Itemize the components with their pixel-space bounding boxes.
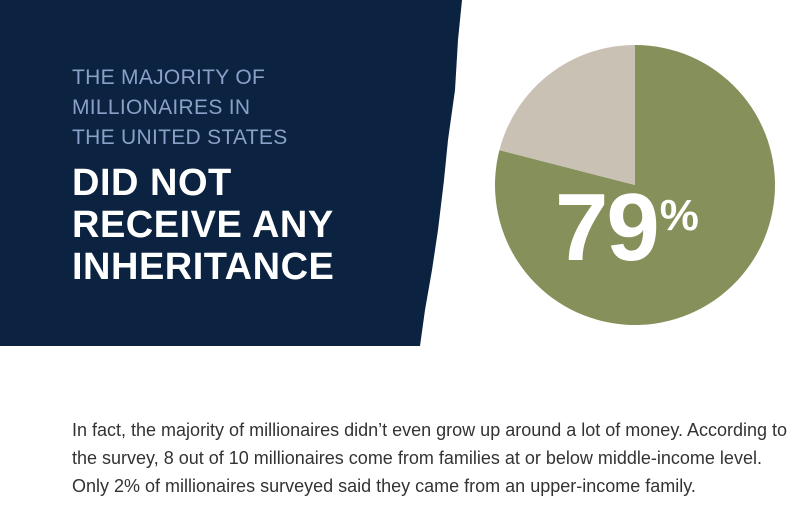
headline-line: RECEIVE ANY	[72, 204, 334, 246]
percent-value: 79	[555, 174, 660, 281]
percent-sign: %	[659, 191, 699, 240]
pie-percent-label: 79 %	[555, 180, 699, 276]
pie-chart	[495, 45, 775, 326]
subheading-line: THE UNITED STATES	[72, 126, 288, 149]
pie-slice-no-inheritance	[495, 45, 775, 326]
pie-slice-other	[499, 45, 635, 185]
subheading: THE MAJORITY OF MILLIONAIRES IN THE UNIT…	[72, 63, 412, 153]
headline-line: INHERITANCE	[72, 246, 335, 288]
body-paragraph: In fact, the majority of millionaires di…	[72, 420, 788, 496]
banner-background	[0, 0, 462, 346]
headline: DID NOT RECEIVE ANY INHERITANCE	[72, 162, 412, 288]
subheading-line: THE MAJORITY OF	[72, 66, 266, 89]
headline-banner: THE MAJORITY OF MILLIONAIRES IN THE UNIT…	[0, 0, 470, 346]
headline-line: DID NOT	[72, 162, 232, 204]
subheading-line: MILLIONAIRES IN	[72, 96, 251, 119]
